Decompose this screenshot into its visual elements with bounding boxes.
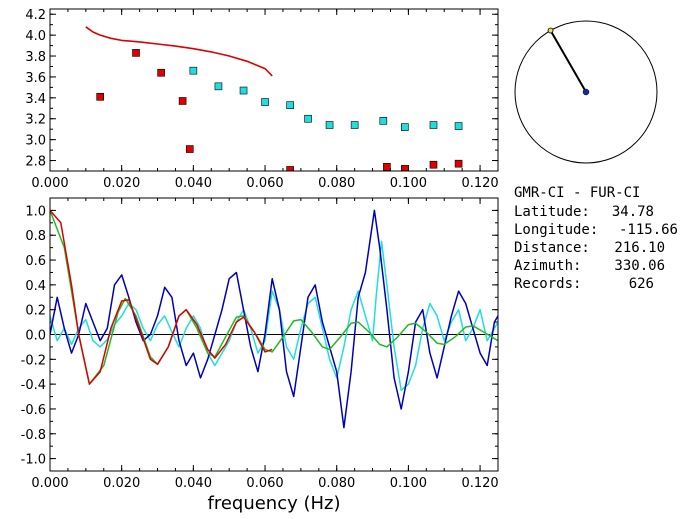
y-tick-label: -1.0 [21, 453, 46, 468]
y-tick-label: 3.8 [25, 50, 46, 65]
x-tick-label: 0.100 [390, 476, 427, 491]
x-tick-label: 0.080 [318, 176, 355, 191]
station-pair-label: GMR-CI - FUR-CI [514, 185, 640, 201]
y-tick-label: 3.0 [25, 134, 46, 149]
x-tick-label: 0.060 [246, 476, 283, 491]
cyan-marker [214, 82, 223, 91]
x-tick-label: 0.100 [390, 176, 427, 191]
cyan-marker [189, 66, 198, 75]
y-tick-label: 3.4 [25, 92, 46, 107]
x-axis-title: frequency (Hz) [207, 493, 340, 514]
distance-value: 216.10 [614, 240, 665, 256]
azimuth-compass [514, 20, 658, 164]
y-tick-label: 0.6 [25, 254, 46, 269]
red-marker [132, 49, 140, 57]
y-tick-label: 1.0 [25, 204, 46, 219]
red-marker [157, 68, 165, 77]
x-tick-label: 0.060 [246, 176, 283, 191]
cyan-marker [286, 101, 294, 109]
red-marker [383, 163, 391, 171]
blue-series-line [50, 209, 498, 429]
y-tick-label: -0.6 [21, 403, 46, 418]
plot-frame [49, 8, 499, 172]
records-value: 626 [629, 276, 654, 292]
plot-area [50, 209, 498, 429]
y-tick-label: 4.0 [25, 29, 46, 44]
azimuth-value: 330.06 [614, 258, 665, 274]
x-tick-label: 0.020 [103, 476, 140, 491]
x-tick-label: 0.080 [318, 476, 355, 491]
cyan-marker [325, 121, 334, 129]
y-tick-label: 3.6 [25, 71, 46, 86]
cyan-marker [304, 114, 312, 123]
red-marker [286, 166, 294, 171]
plot-frame [49, 197, 499, 472]
red-marker [178, 97, 187, 105]
y-tick-label: -0.4 [21, 378, 46, 393]
correlation-chart: 0.000 0.020 0.040 0.060 0.080 0.100 0.120 1.0 0.… [21, 197, 499, 514]
cyan-marker [429, 121, 438, 129]
cyan-marker [261, 98, 269, 106]
y-tick-label: 3.2 [25, 113, 46, 128]
records-label: Records: [514, 276, 581, 292]
cyan-marker [379, 117, 388, 125]
x-tick-label: 0.000 [31, 176, 68, 191]
y-tick-label: -0.8 [21, 428, 46, 443]
cyan-series-line [50, 240, 498, 392]
longitude-value: -115.66 [619, 222, 678, 238]
y-tick-label: 0.8 [25, 229, 46, 244]
y-tick-label: 4.2 [25, 8, 46, 23]
red-marker [96, 92, 104, 101]
x-tick-label: 0.000 [31, 476, 68, 491]
station-info-panel: GMR-CI - FUR-CI Latitude: 34.78 Longitud… [514, 185, 678, 292]
y-tick-label: 2.8 [25, 155, 46, 170]
cyan-marker [350, 121, 359, 129]
compass-center-dot [582, 88, 590, 96]
cyan-marker [401, 123, 409, 131]
compass-circle [514, 20, 658, 164]
azimuth-label: Azimuth: [514, 258, 581, 274]
red-marker [454, 159, 463, 168]
x-tick-label: 0.120 [461, 476, 498, 491]
longitude-label: Longitude: [514, 222, 598, 238]
x-tick-label: 0.040 [175, 176, 212, 191]
y-tick-label: 0.4 [25, 279, 46, 294]
red-marker [429, 160, 438, 169]
red-marker [401, 165, 409, 171]
cyan-marker [239, 86, 248, 95]
distance-label: Distance: [514, 240, 590, 256]
red-series-line [85, 26, 273, 77]
red-marker [185, 145, 194, 153]
azimuth-needle [549, 29, 587, 93]
azimuth-tip-dot [547, 27, 554, 34]
x-tick-label: 0.040 [175, 476, 212, 491]
red-series-line [50, 209, 273, 385]
x-tick-label: 0.020 [103, 176, 140, 191]
y-tick-label: -0.2 [21, 353, 46, 368]
x-tick-label: 0.120 [461, 176, 498, 191]
y-tick-label: 0.0 [25, 329, 46, 344]
y-tick-label: 0.2 [25, 304, 46, 319]
dispersion-chart: 0.000 0.020 0.040 0.060 0.080 0.100 0.120 2.8 3.… [25, 8, 498, 191]
plot-area [85, 26, 463, 171]
latitude-value: 34.78 [612, 204, 654, 220]
cyan-marker [454, 122, 463, 130]
latitude-label: Latitude: [514, 204, 590, 220]
